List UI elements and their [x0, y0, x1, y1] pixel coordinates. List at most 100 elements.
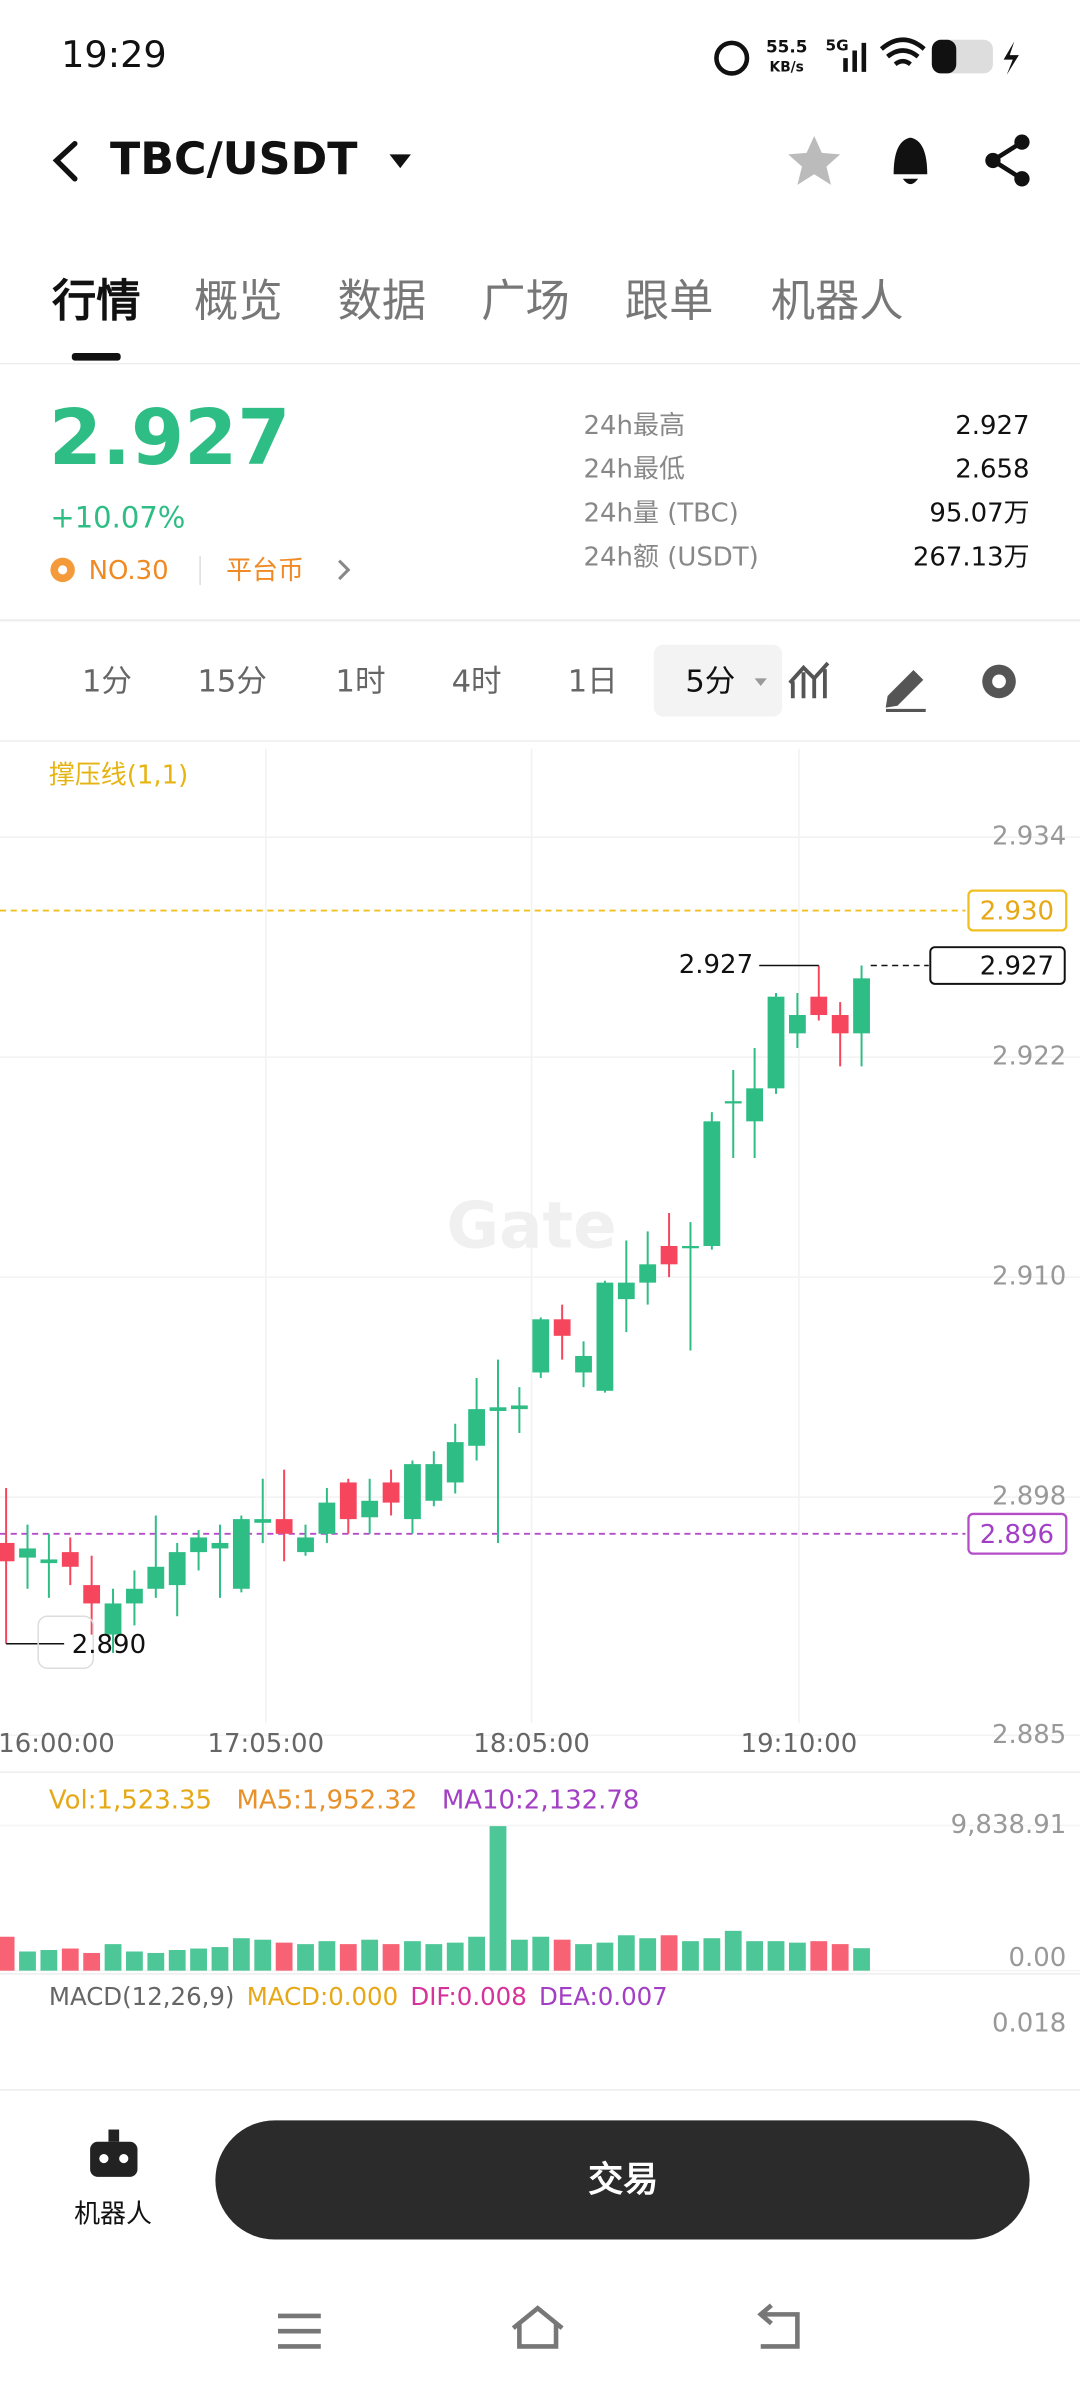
tab[interactable]: 机器人 [771, 276, 904, 327]
volume-bar [446, 1942, 464, 1971]
candle-body [596, 1282, 614, 1391]
indicator-button[interactable] [788, 661, 830, 699]
alert-bell[interactable] [893, 137, 928, 185]
stat-label: 24h最高 [584, 411, 685, 441]
tab[interactable]: 广场 [481, 276, 570, 327]
volume-bar [104, 1944, 122, 1971]
candle-body [126, 1588, 143, 1604]
share-lines [988, 140, 1024, 181]
reset-zoom-button[interactable] [37, 1615, 94, 1669]
low-marker: 2.890 [72, 1630, 146, 1660]
signal-type: 5G [826, 36, 849, 54]
back-button[interactable] [52, 141, 78, 182]
interval-selected[interactable]: 5分 [685, 664, 735, 699]
y-tick-label: 2.898 [992, 1482, 1066, 1512]
last-price-box [929, 946, 1066, 985]
candle-body [446, 1442, 464, 1483]
robot-eye [99, 2153, 109, 2164]
indicator-label: 撑压线(1,1) [49, 761, 188, 791]
candle-body [318, 1502, 336, 1534]
stat-label: 24h最低 [584, 455, 685, 485]
volume-bar [639, 1938, 657, 1971]
volume-legend: Vol:1,523.35 [49, 1786, 212, 1816]
category-tag[interactable]: 平台币 [226, 556, 304, 586]
volume-bar [596, 1942, 614, 1971]
tab[interactable]: 概览 [194, 276, 283, 327]
x-tick-label: 18:05:00 [473, 1729, 590, 1759]
interval-dropdown[interactable] [754, 678, 767, 686]
status-icons: 55.5 KB/s 5G [714, 36, 1019, 76]
share-button[interactable] [985, 134, 1030, 187]
volume-bar [339, 1944, 357, 1971]
volume-tick-label: 0.00 [1008, 1943, 1066, 1973]
nav-back[interactable] [757, 2303, 800, 2349]
pair-dropdown[interactable] [389, 154, 411, 169]
y-tick-label: 2.885 [992, 1720, 1066, 1750]
volume-bar [254, 1939, 272, 1971]
candle-body [297, 1537, 314, 1553]
net-speed: 55.5 [766, 36, 807, 56]
candle-body [190, 1537, 207, 1553]
signal-bar [852, 50, 857, 72]
volume-bar [810, 1941, 828, 1971]
volume-bar [682, 1941, 699, 1971]
nav-home[interactable] [511, 2305, 564, 2349]
candle-body [617, 1282, 635, 1300]
candle-body [767, 996, 785, 1089]
volume-bar [553, 1939, 571, 1971]
candle-body [211, 1542, 229, 1549]
volume-legend: MA5:1,952.32 [236, 1786, 417, 1816]
candle-body [510, 1405, 528, 1410]
y-tick-label: 2.922 [992, 1042, 1066, 1072]
volume-bar [767, 1941, 785, 1971]
rank-icon-dot [58, 565, 68, 575]
favorite-star[interactable] [788, 136, 841, 185]
gear-hole [992, 674, 1006, 689]
pair-title[interactable]: TBC/USDT [110, 134, 357, 185]
price-tag-box [967, 889, 1068, 932]
robot-label: 机器人 [74, 2200, 152, 2230]
volume-bar [468, 1936, 486, 1971]
volume-bar [703, 1938, 721, 1971]
battery-level [931, 39, 957, 74]
interval[interactable]: 1日 [568, 664, 618, 699]
candle-body [425, 1464, 443, 1501]
interval[interactable]: 15分 [197, 664, 266, 699]
interval[interactable]: 1时 [336, 664, 386, 699]
macd-legend: MACD(12,26,9) [49, 1982, 235, 2011]
nav-menu[interactable] [278, 2313, 321, 2349]
interval[interactable]: 1分 [82, 664, 132, 699]
tag-chevron [338, 559, 351, 581]
kline-chart: Gate 2.885 2.898 2.910 2.922 2.934 16:00:00 17:… [0, 748, 1080, 2039]
volume-bar [575, 1944, 592, 1971]
candle-body [639, 1264, 657, 1283]
tab[interactable]: 数据 [338, 276, 427, 327]
price-tag: 2.896 [980, 1520, 1054, 1550]
trade-label: 交易 [588, 2159, 658, 2200]
volume-bar [19, 1951, 36, 1971]
interval[interactable]: 4时 [452, 664, 502, 699]
volume-bar [147, 1952, 165, 1971]
candle-body [810, 996, 828, 1016]
trade-button[interactable] [215, 2120, 1030, 2240]
tab[interactable]: 跟单 [625, 276, 714, 327]
volume-bar [788, 1942, 806, 1971]
x-tick-label: 19:10:00 [741, 1729, 858, 1759]
volume-bar [489, 1826, 507, 1971]
macd-legend: DIF:0.008 [410, 1982, 526, 2011]
tab[interactable]: 行情 [52, 276, 141, 327]
settings-button[interactable] [982, 664, 1016, 699]
x-tick-label: 17:05:00 [208, 1729, 325, 1759]
volume-legend: MA10:2,132.78 [442, 1786, 640, 1816]
x-tick-label: 16:00:00 [0, 1729, 115, 1759]
robot-icon [90, 2141, 138, 2177]
candle-body [746, 1088, 764, 1122]
draw-button[interactable] [885, 670, 926, 712]
stat-value: 2.927 [955, 411, 1029, 441]
robot-button[interactable]: 机器人 [74, 2129, 152, 2230]
robot-antenna [108, 2129, 120, 2142]
volume-bar [510, 1939, 528, 1971]
candle-body [104, 1603, 122, 1635]
